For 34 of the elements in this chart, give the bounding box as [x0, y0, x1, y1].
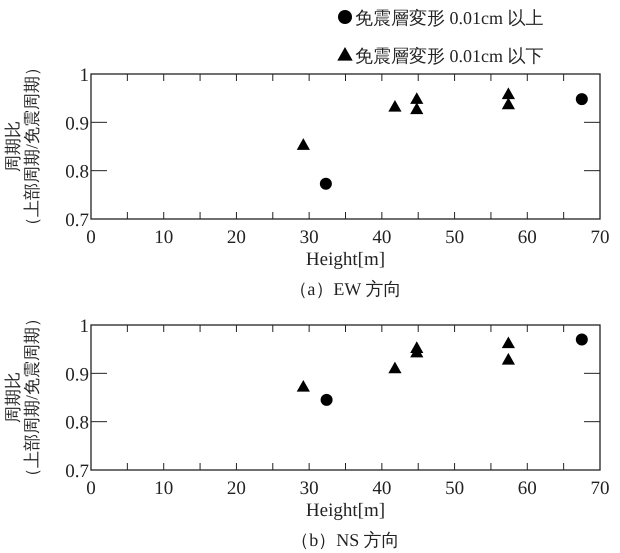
x-axis-title: Height[m] — [306, 249, 386, 270]
y-tick-label: 0.7 — [65, 210, 89, 231]
x-tick-label: 40 — [372, 227, 392, 248]
x-tick-label: 0 — [86, 227, 96, 248]
y-tick-label: 1 — [80, 316, 89, 337]
x-tick-label: 60 — [518, 227, 537, 248]
x-tick-label: 20 — [226, 478, 246, 499]
x-tick-label: 30 — [300, 227, 319, 248]
x-tick-label: 0 — [86, 478, 96, 499]
y-tick-label: 0.8 — [65, 162, 89, 183]
y-tick-label: 1 — [80, 65, 89, 86]
x-tick-label: 60 — [518, 478, 537, 499]
text: （上部周期/免震周期） — [22, 59, 42, 234]
y-tick-label: 0.9 — [65, 113, 89, 134]
text: （上部周期/免震周期） — [22, 310, 42, 485]
x-tick-label: 40 — [372, 478, 392, 499]
y-tick-label: 0.9 — [65, 364, 89, 386]
y-tick-label: 0.7 — [65, 461, 89, 482]
x-tick-label: 50 — [445, 227, 464, 248]
y-tick-label: 0.8 — [65, 412, 89, 434]
legend-label: 免震層変形 0.01cm 以上 — [355, 8, 544, 28]
x-tick-label: 70 — [590, 478, 610, 499]
text: 周期比 — [4, 372, 22, 423]
legend-label: 免震層変形 0.01cm 以下 — [355, 46, 544, 66]
text: （b）NS 方向 — [291, 530, 400, 550]
text: 周期比 — [4, 121, 22, 172]
x-tick-label: 30 — [300, 478, 319, 499]
x-tick-label: 10 — [154, 227, 174, 248]
x-tick-label: 70 — [590, 227, 610, 248]
x-tick-label: 50 — [445, 478, 464, 499]
x-axis-title: Height[m] — [306, 500, 386, 521]
x-tick-label: 10 — [154, 478, 174, 499]
text: （a）EW 方向 — [289, 279, 402, 299]
x-tick-label: 20 — [226, 227, 246, 248]
